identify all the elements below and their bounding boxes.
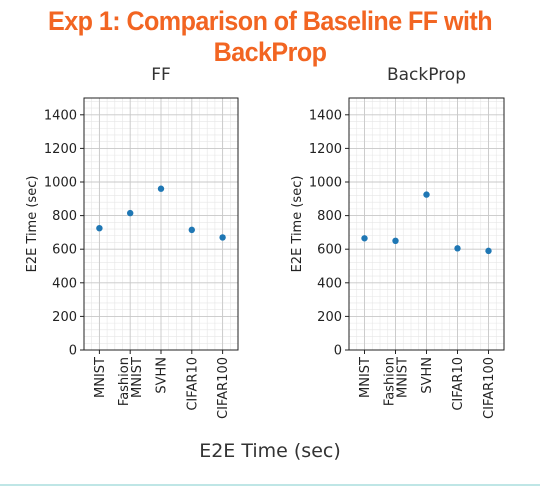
data-point <box>158 186 164 192</box>
data-point <box>392 238 398 244</box>
y-axis-label: E2E Time (sec) <box>290 176 305 273</box>
data-point <box>423 191 429 197</box>
data-point <box>454 245 460 251</box>
y-tick-label: 800 <box>52 209 77 224</box>
y-tick-label: 400 <box>52 276 77 291</box>
data-point <box>219 234 225 240</box>
chart-panel-1: FF 0 200 400 600 800 1000 1200 1400 E2E Time (sec… <box>25 65 238 419</box>
x-tick-label: SVHN <box>155 357 170 394</box>
x-tick-label: MNIST <box>130 357 145 398</box>
data-point <box>361 235 367 241</box>
chart-title: BackProp <box>387 65 466 85</box>
data-point <box>189 227 195 233</box>
data-point <box>96 225 102 231</box>
x-tick-label: CIFAR100 <box>216 357 231 419</box>
y-tick-label: 1200 <box>44 142 77 157</box>
y-tick-label: 200 <box>317 310 342 325</box>
y-tick-label: 1000 <box>309 176 342 191</box>
x-tick-label: CIFAR100 <box>482 357 497 419</box>
chart-title: FF <box>151 65 171 85</box>
y-tick-label: 600 <box>317 243 342 258</box>
x-tick-label: MNIST <box>358 357 373 398</box>
x-tick-label: CIFAR10 <box>451 357 466 411</box>
x-tick-label: CIFAR10 <box>185 357 200 411</box>
data-point <box>127 210 133 216</box>
y-tick-label: 1200 <box>309 142 342 157</box>
x-tick-label: SVHN <box>420 357 435 394</box>
shared-x-axis-label: E2E Time (sec) <box>0 440 540 462</box>
y-tick-label: 800 <box>317 209 342 224</box>
y-tick-label: 1400 <box>44 108 77 123</box>
chart-panel-2: BackProp 0 200 400 600 800 1000 1200 1400 E2E Tim… <box>290 65 504 419</box>
y-tick-label: 600 <box>52 243 77 258</box>
y-tick-label: 1000 <box>44 176 77 191</box>
data-point <box>485 248 491 254</box>
x-tick-label: MNIST <box>93 357 108 398</box>
bottom-divider <box>0 484 540 486</box>
x-tick-label: MNIST <box>396 357 411 398</box>
y-tick-label: 0 <box>69 344 77 359</box>
y-tick-label: 1400 <box>309 108 342 123</box>
y-axis-label: E2E Time (sec) <box>25 176 40 273</box>
y-tick-label: 200 <box>52 310 77 325</box>
y-tick-label: 400 <box>317 276 342 291</box>
y-tick-label: 0 <box>334 344 342 359</box>
